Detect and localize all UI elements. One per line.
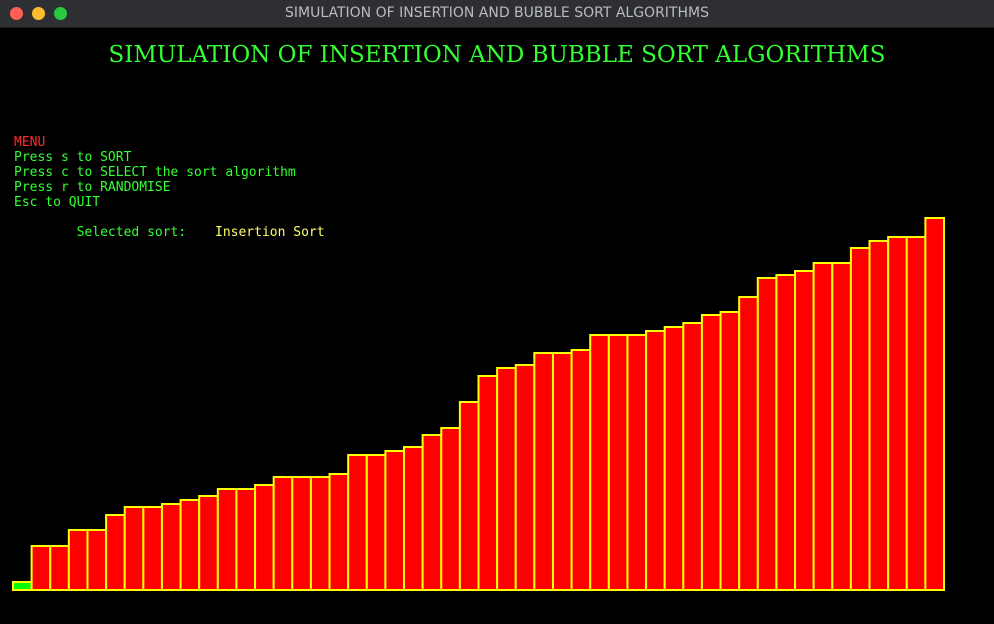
- menu-item-sort: Press s to SORT: [14, 150, 132, 165]
- bar: [142, 506, 163, 591]
- bar: [309, 476, 331, 591]
- bar: [533, 352, 554, 591]
- bar: [458, 401, 480, 591]
- bar: [49, 545, 70, 591]
- selected-sort-value: Insertion Sort: [215, 225, 325, 240]
- bar: [794, 270, 815, 591]
- maximize-window-button[interactable]: [54, 7, 67, 20]
- bar: [700, 314, 722, 591]
- bar: [347, 454, 368, 591]
- bar: [626, 334, 648, 591]
- selected-sort-label: Selected sort:: [76, 225, 187, 240]
- bar: [421, 434, 443, 591]
- menu-title: MENU: [14, 135, 46, 150]
- bar: [403, 446, 424, 591]
- bar: [30, 545, 52, 591]
- bar: [514, 364, 536, 591]
- menu-item-quit: Esc to QUIT: [14, 195, 101, 210]
- bar: [719, 311, 741, 591]
- bar: [384, 450, 406, 591]
- bar: [67, 529, 89, 591]
- bar: [663, 326, 685, 591]
- bar: [365, 454, 387, 591]
- bar: [86, 529, 108, 591]
- bar: [607, 334, 629, 591]
- menu-item-select: Press c to SELECT the sort algorithm: [14, 165, 296, 180]
- window-title: SIMULATION OF INSERTION AND BUBBLE SORT …: [285, 5, 709, 21]
- bar: [756, 277, 778, 591]
- minimize-window-button[interactable]: [32, 7, 45, 20]
- bar: [496, 367, 517, 591]
- bar: [272, 476, 294, 591]
- bar: [123, 506, 145, 591]
- bar: [831, 262, 852, 591]
- bar: [328, 473, 350, 591]
- bar: [235, 488, 257, 591]
- title-bar: SIMULATION OF INSERTION AND BUBBLE SORT …: [0, 0, 994, 28]
- bar: [812, 262, 834, 591]
- bar: [291, 476, 312, 591]
- bar: [905, 236, 927, 591]
- bar: [645, 330, 666, 591]
- bar: [216, 488, 238, 591]
- bar: [254, 484, 275, 591]
- bar: [849, 247, 871, 591]
- bar: [868, 240, 890, 591]
- bar: [198, 495, 219, 591]
- bar: [887, 236, 908, 591]
- bar-chart: [12, 217, 946, 591]
- bar: [924, 217, 946, 591]
- bar: [682, 322, 703, 591]
- bar: [160, 503, 182, 591]
- bar: [589, 334, 610, 591]
- bar: [477, 375, 499, 591]
- bar: [105, 514, 126, 591]
- close-window-button[interactable]: [10, 7, 23, 20]
- simulation-canvas: SIMULATION OF INSERTION AND BUBBLE SORT …: [0, 28, 994, 624]
- bar: [775, 274, 797, 591]
- bar-highlighted: [12, 581, 33, 591]
- bar: [551, 352, 573, 591]
- bar: [179, 499, 201, 591]
- bar: [738, 296, 759, 591]
- page-title: SIMULATION OF INSERTION AND BUBBLE SORT …: [108, 42, 886, 68]
- bar: [440, 427, 461, 591]
- menu-panel: MENU Press s to SORT Press c to SELECT t…: [14, 135, 325, 255]
- bar: [570, 349, 592, 591]
- menu-item-randomise: Press r to RANDOMISE: [14, 180, 171, 195]
